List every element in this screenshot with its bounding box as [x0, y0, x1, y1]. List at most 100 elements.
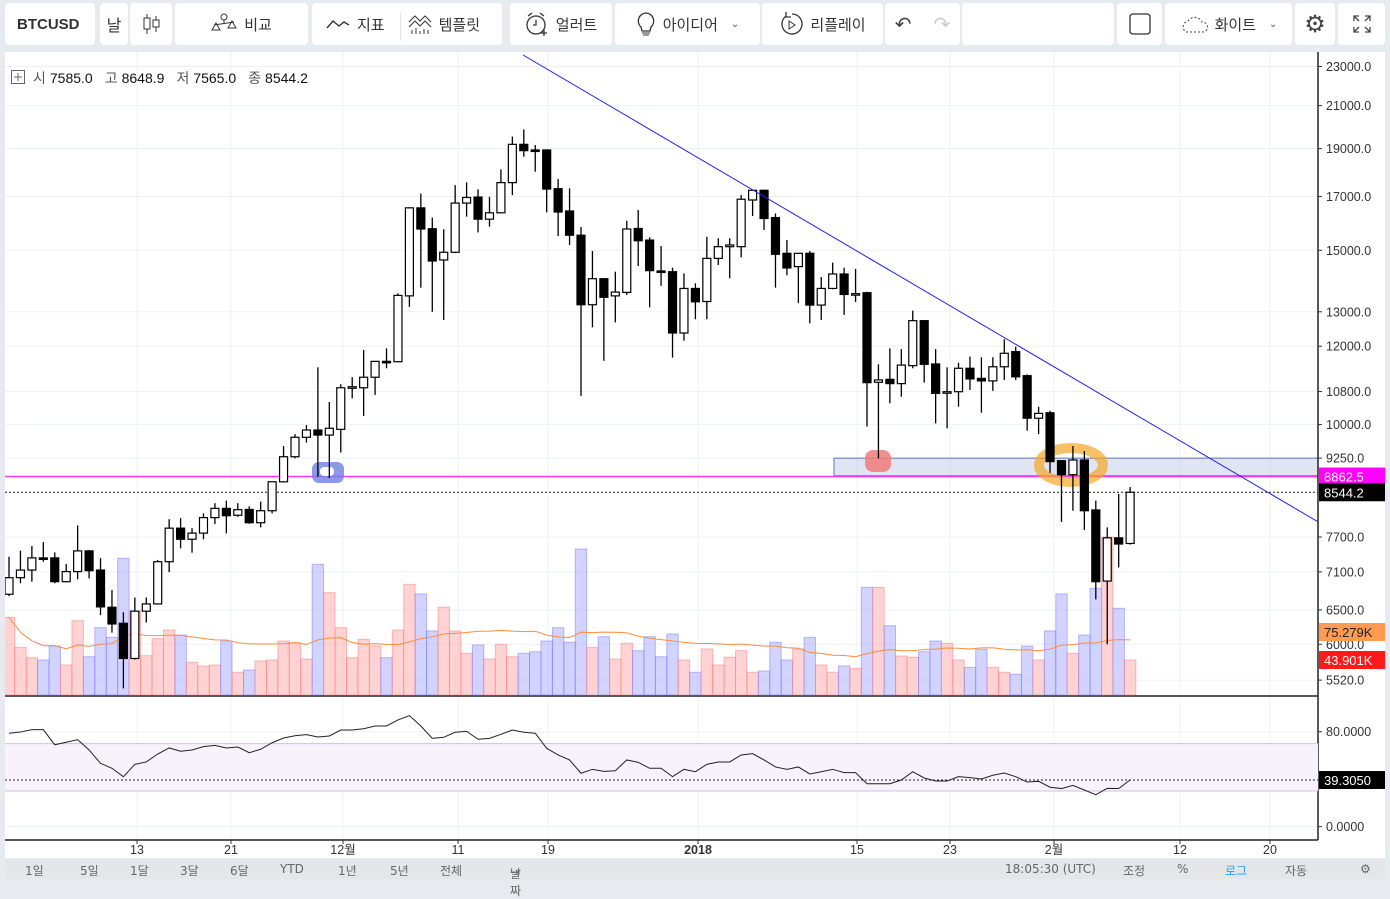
settings-button[interactable]: ⚙: [1295, 3, 1335, 45]
templates-button[interactable]: 템플릿: [408, 13, 480, 35]
crosshair-toggle-icon[interactable]: [11, 69, 25, 87]
candle-body: [416, 207, 426, 230]
redo-icon[interactable]: ↷: [933, 12, 951, 36]
rsi-axis: 80.0000 0.0000: [1318, 725, 1371, 834]
candle-body: [381, 360, 392, 364]
symbol-search-button[interactable]: BTCUSD: [5, 3, 95, 45]
candle: [61, 564, 71, 583]
chart-svg: 23000.0 21000.0 19000.0 17000.0 15000.0 13000…: [5, 52, 1385, 857]
volume-bar: [975, 648, 988, 695]
chart-type-button[interactable]: [130, 3, 172, 45]
candle: [908, 310, 918, 369]
adjust-button[interactable]: 조정: [1123, 864, 1146, 878]
undo-icon[interactable]: ↶: [894, 12, 912, 36]
volume-bar: [734, 650, 748, 695]
candle: [1011, 346, 1021, 380]
clock-time[interactable]: 18:05:30 (UTC): [1005, 862, 1096, 876]
candle: [176, 518, 186, 549]
candle-body: [759, 189, 769, 220]
candle-body: [633, 227, 643, 242]
candle-body: [15, 569, 26, 579]
candle-body: [84, 550, 94, 572]
chart-canvas[interactable]: [5, 52, 1385, 858]
volume-bar: [792, 648, 805, 695]
candle: [770, 213, 781, 288]
replay-button[interactable]: 리플레이: [762, 3, 883, 45]
interval-button[interactable]: 날: [100, 3, 128, 45]
indicators-button[interactable]: 지표: [326, 14, 385, 35]
volume-bar: [174, 634, 187, 695]
candle-body: [130, 610, 140, 660]
range-3m[interactable]: 3달: [180, 864, 199, 878]
time-tick-label: 13: [130, 843, 144, 857]
time-tick-label: 20: [1263, 843, 1277, 857]
percent-toggle[interactable]: %: [1177, 862, 1189, 876]
range-1d[interactable]: 1일: [25, 864, 44, 878]
range-5d[interactable]: 5일: [80, 864, 99, 878]
candle: [1033, 406, 1044, 435]
candle-body: [393, 294, 403, 363]
candle-body: [1125, 491, 1135, 545]
candles: [5, 129, 1135, 689]
candle: [805, 250, 815, 324]
range-1y[interactable]: 1년: [338, 864, 357, 878]
candle-body: [50, 557, 60, 583]
time-axis[interactable]: 13 21 12월 11 19 2018 15 23 2월 12 20: [130, 840, 1277, 857]
settings-small-icon[interactable]: ⚙: [1360, 862, 1371, 876]
price-tick-label: 9250.0: [1326, 452, 1364, 466]
hline-price-badge: 8862.5: [1324, 470, 1364, 485]
range-6m[interactable]: 6달: [230, 864, 249, 878]
range-1m[interactable]: 1달: [130, 864, 149, 878]
alert-label: 얼러트: [555, 15, 598, 34]
candle-body: [1033, 412, 1044, 419]
candle: [976, 357, 987, 413]
rsi-last-badge-bg: [1319, 771, 1385, 790]
alert-button[interactable]: 얼러트: [510, 3, 612, 45]
candle: [645, 237, 655, 308]
theme-button[interactable]: 화이트 ⌄: [1165, 3, 1292, 45]
candle-body: [404, 207, 414, 297]
layout-button[interactable]: [1117, 3, 1162, 45]
candle: [50, 552, 60, 584]
price-tick-label: 6000.0: [1326, 638, 1364, 652]
volume-bar: [620, 642, 633, 695]
candle: [164, 519, 174, 573]
candle: [256, 501, 266, 528]
volume-bar: [998, 671, 1011, 695]
candle: [553, 178, 563, 237]
candle: [496, 169, 506, 214]
ideas-button[interactable]: 아이디어 ⌄: [615, 3, 760, 45]
price-axis[interactable]: 23000.0 21000.0 19000.0 17000.0 15000.0 13000…: [1318, 60, 1371, 688]
candle-body: [976, 377, 987, 382]
volume-bar: [643, 636, 656, 695]
candle-body: [336, 387, 346, 430]
toolbar-spacer: [962, 3, 1114, 45]
templates-label: 템플릿: [438, 15, 481, 34]
candle-body: [702, 257, 712, 303]
range-5y[interactable]: 5년: [390, 864, 409, 878]
volume-bar: [872, 586, 885, 695]
candle: [896, 349, 906, 397]
time-tick-label: 2018: [684, 843, 712, 857]
volume-bar: [37, 659, 50, 695]
candle: [336, 384, 346, 453]
candle: [542, 149, 552, 213]
compare-button[interactable]: 비교: [175, 3, 308, 45]
candle-body: [38, 557, 48, 560]
volume-bar: [1055, 593, 1068, 695]
candle: [747, 189, 758, 216]
candle: [313, 367, 323, 477]
volume-bar: [860, 586, 874, 695]
volume-bar: [197, 665, 210, 695]
time-tick-label: 2월: [1045, 843, 1063, 857]
range-ytd[interactable]: YTD: [280, 862, 304, 876]
volume-bar: [689, 671, 702, 695]
log-toggle[interactable]: 로그: [1225, 864, 1248, 878]
auto-toggle[interactable]: 자동: [1285, 864, 1308, 878]
time-tick-label: 11: [452, 843, 465, 857]
candle-body: [439, 251, 449, 261]
range-all[interactable]: 전체: [440, 864, 463, 878]
fullscreen-button[interactable]: [1338, 3, 1385, 45]
indicator-group: 지표 템플릿: [312, 3, 502, 45]
volume-bar: [346, 657, 359, 695]
